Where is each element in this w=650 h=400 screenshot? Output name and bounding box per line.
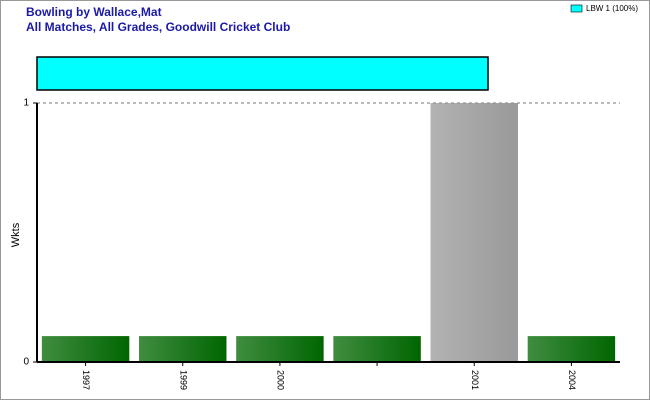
x-tick-label: 2000 (276, 370, 286, 390)
x-tick-label: 1999 (178, 370, 188, 390)
y-axis-label: Wkts (10, 222, 22, 247)
bar (139, 336, 227, 362)
bar (430, 103, 518, 362)
x-tick-label: 1997 (81, 370, 91, 390)
bar (236, 336, 324, 362)
bar (333, 336, 421, 362)
y-tick-label: 0 (23, 357, 29, 368)
chart-subtitle: All Matches, All Grades, Goodwill Cricke… (26, 20, 290, 34)
y-tick-label: 1 (23, 98, 29, 109)
chart-title: Bowling by Wallace,Mat (26, 5, 162, 19)
bar (41, 336, 130, 362)
x-tick-label: 2001 (470, 370, 480, 390)
legend-swatch (570, 4, 583, 13)
bar (527, 336, 616, 362)
legend-label: LBW 1 (100%) (586, 4, 638, 13)
x-tick-label: 2004 (567, 370, 577, 390)
dismissal-bar (36, 56, 489, 91)
